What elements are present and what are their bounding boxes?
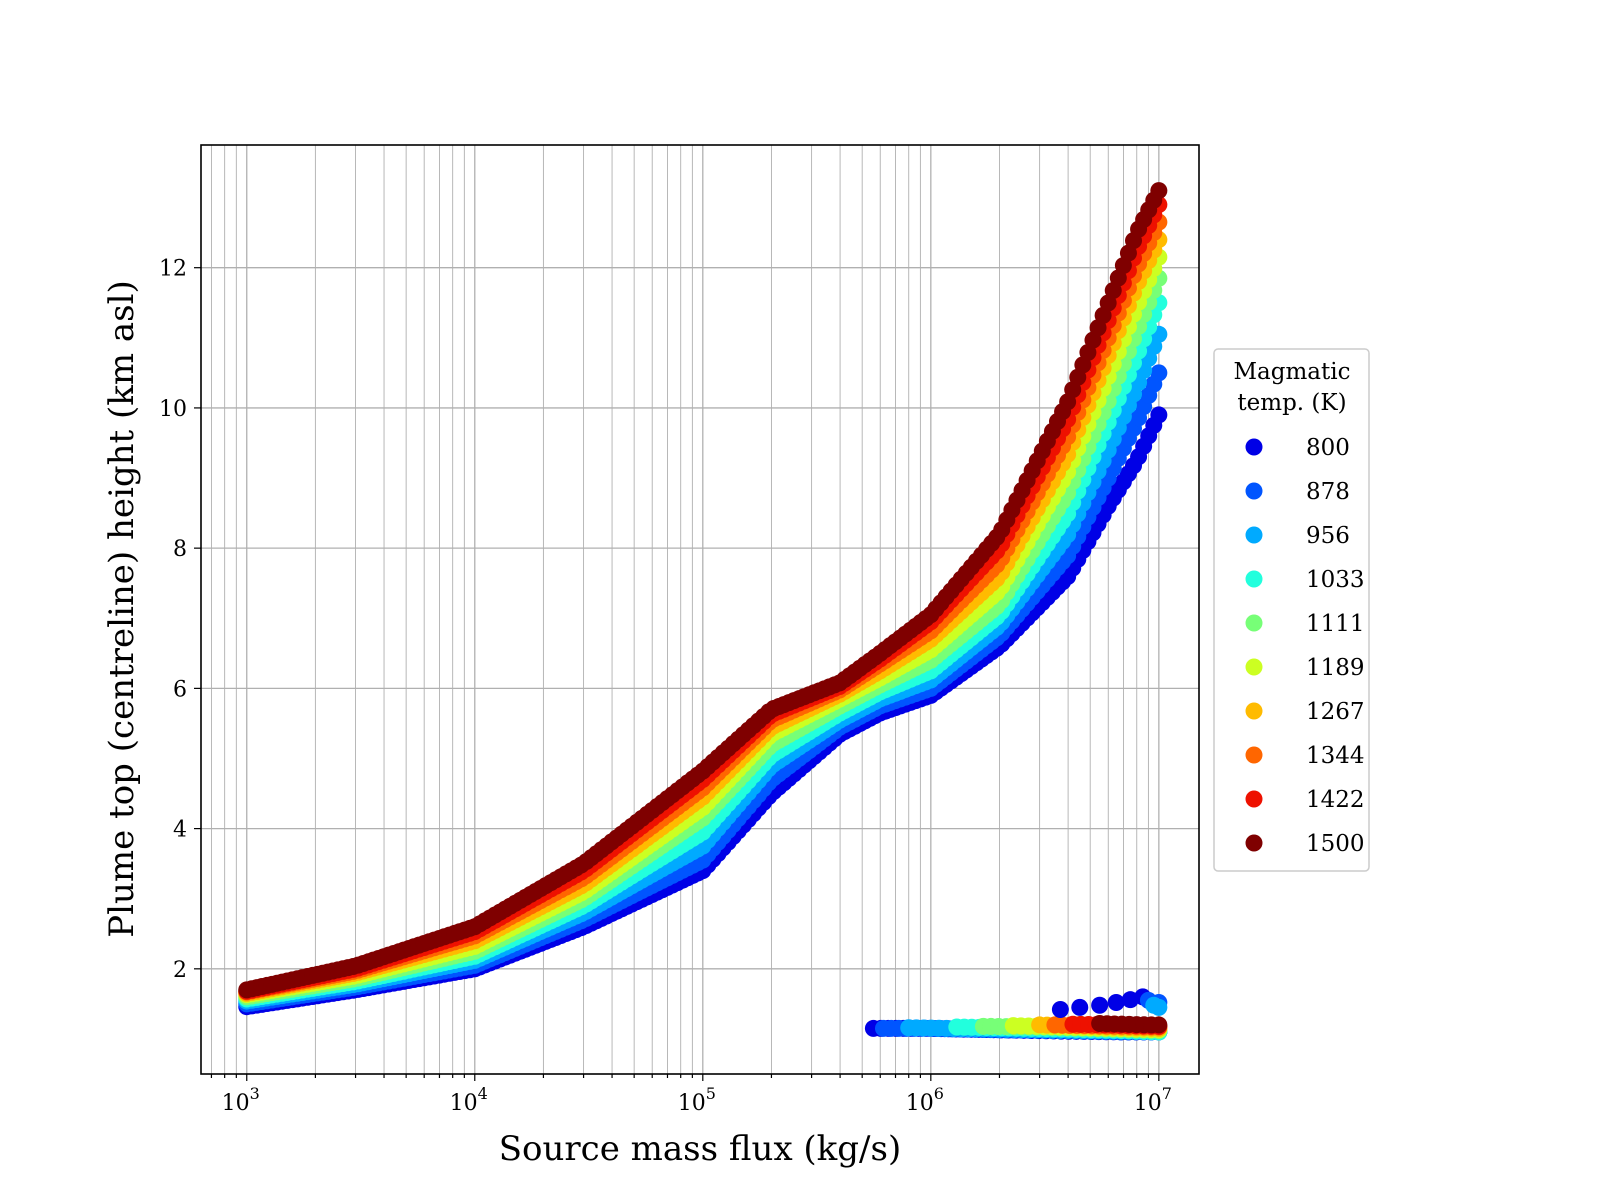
legend-marker-1344 xyxy=(1245,746,1263,764)
x-tick-label: 106 xyxy=(906,1084,944,1116)
legend-marker-1111 xyxy=(1245,614,1263,632)
data-point xyxy=(1150,998,1168,1016)
plot-frame xyxy=(200,144,1200,1075)
legend: Magmatic temp. (K) 800 878 956 1033 1111 1189… xyxy=(1213,348,1370,872)
y-tick-label: 6 xyxy=(173,677,187,702)
legend-marker-956 xyxy=(1245,526,1263,544)
data-point xyxy=(1150,364,1168,382)
legend-marker-1033 xyxy=(1245,570,1263,588)
x-axis-title: Source mass flux (kg/s) xyxy=(499,1129,901,1169)
data-point xyxy=(1091,996,1109,1014)
legend-marker-1267 xyxy=(1245,702,1263,720)
legend-label-1033: 1033 xyxy=(1306,567,1365,593)
x-tick-label: 105 xyxy=(678,1084,716,1116)
legend-label-956: 956 xyxy=(1306,523,1350,549)
legend-label-878: 878 xyxy=(1306,479,1350,505)
legend-label-1500: 1500 xyxy=(1306,831,1365,857)
data-point xyxy=(1071,998,1089,1016)
y-axis-title: Plume top (centreline) height (km asl) xyxy=(102,280,142,938)
legend-label-1267: 1267 xyxy=(1306,699,1365,725)
legend-box xyxy=(1213,348,1370,872)
y-tick-label: 12 xyxy=(159,257,187,282)
legend-entries: 800 878 956 1033 1111 1189 1267 1344 1422 1500 xyxy=(1245,435,1365,857)
legend-label-1422: 1422 xyxy=(1306,787,1365,813)
legend-label-800: 800 xyxy=(1306,435,1350,461)
y-tick-label: 4 xyxy=(173,818,187,843)
x-tick-label: 107 xyxy=(1134,1084,1172,1116)
data-point xyxy=(1150,406,1168,424)
legend-marker-878 xyxy=(1245,482,1263,500)
y-tick-label: 10 xyxy=(159,397,187,422)
legend-marker-1422 xyxy=(1245,790,1263,808)
x-tick-label: 104 xyxy=(450,1084,488,1116)
series-1500-points xyxy=(238,182,1168,1034)
y-tick-label: 8 xyxy=(173,537,187,562)
legend-title-line-1: Magmatic xyxy=(1234,359,1351,385)
legend-title-line-2: temp. (K) xyxy=(1237,390,1346,416)
data-point xyxy=(1107,993,1125,1011)
x-tick-label: 103 xyxy=(222,1084,260,1116)
legend-marker-1189 xyxy=(1245,658,1263,676)
data-point xyxy=(1150,1016,1168,1034)
legend-label-1344: 1344 xyxy=(1306,743,1365,769)
grid-lines xyxy=(201,145,1199,1074)
scatter-points xyxy=(238,182,1168,1041)
legend-label-1111: 1111 xyxy=(1306,611,1365,637)
data-point xyxy=(1051,1000,1069,1018)
y-tick-label: 2 xyxy=(173,958,187,983)
legend-marker-800 xyxy=(1245,438,1263,456)
legend-marker-1500 xyxy=(1245,834,1263,852)
data-point xyxy=(1150,182,1168,200)
legend-label-1189: 1189 xyxy=(1306,655,1365,681)
